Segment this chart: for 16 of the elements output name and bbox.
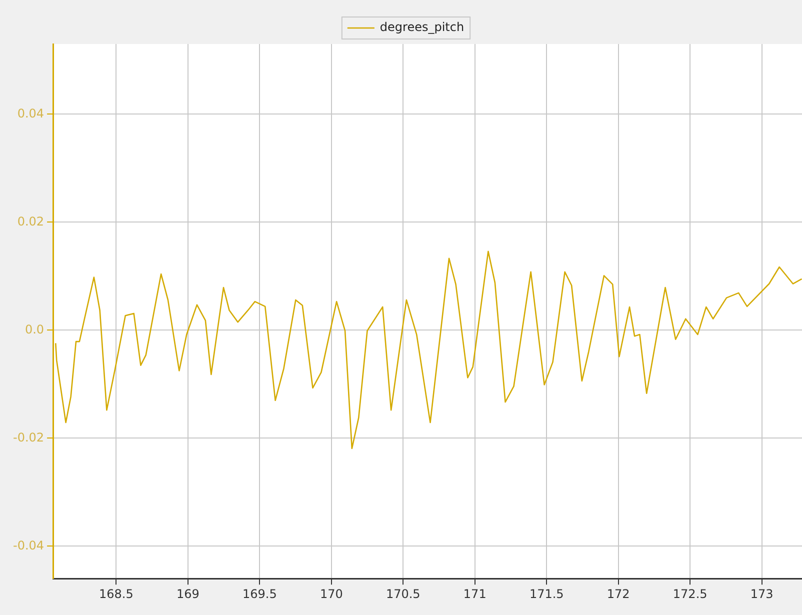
y-tick-label: 0.02	[17, 214, 44, 228]
y-tick-label: 0.04	[17, 106, 44, 120]
x-tick-label: 171.5	[529, 586, 564, 601]
x-tick-label: 173	[750, 586, 774, 601]
y-tick-label: -0.04	[12, 538, 44, 552]
y-tick-label: 0.0	[24, 322, 44, 336]
x-tick-label: 170.5	[386, 586, 420, 601]
x-tick-label: 168.5	[99, 586, 134, 601]
x-tick-label: 169	[176, 586, 200, 601]
x-tick-label: 172	[606, 586, 630, 601]
x-tick-label: 172.5	[672, 586, 708, 601]
x-tick-label: 171	[463, 586, 486, 601]
x-tick-label: 169.5	[242, 586, 277, 601]
x-tick-label: 170	[320, 586, 343, 601]
legend-label: degrees_pitch	[380, 20, 464, 34]
y-tick-label: -0.02	[12, 430, 44, 444]
